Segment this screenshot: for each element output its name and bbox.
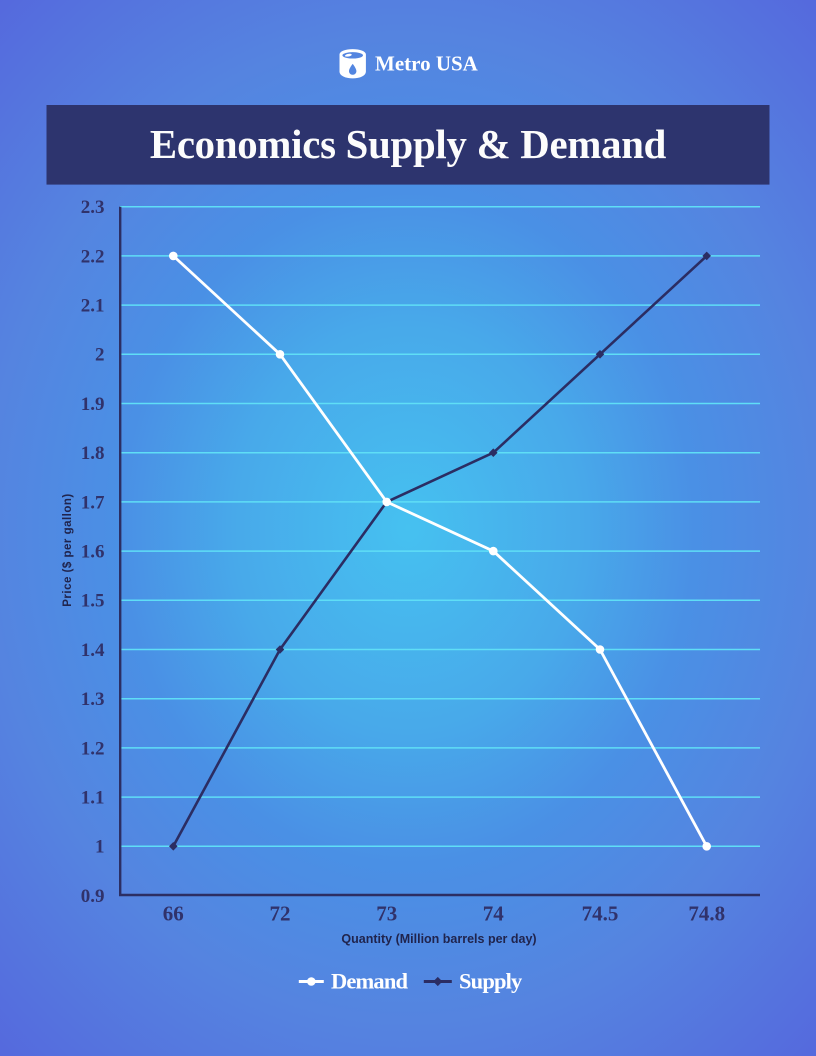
- svg-text:73: 73: [376, 902, 397, 926]
- svg-text:Demand: Demand: [331, 969, 408, 994]
- svg-text:1.3: 1.3: [81, 689, 105, 710]
- svg-text:1: 1: [95, 837, 105, 858]
- svg-text:2.3: 2.3: [81, 197, 105, 218]
- svg-text:0.9: 0.9: [81, 886, 105, 907]
- svg-text:72: 72: [270, 902, 291, 926]
- svg-text:2.1: 2.1: [81, 296, 105, 317]
- svg-text:Economics Supply & Demand: Economics Supply & Demand: [150, 122, 667, 167]
- svg-text:Quantity (Million barrels per: Quantity (Million barrels per day): [341, 932, 536, 946]
- svg-text:2.2: 2.2: [81, 246, 105, 267]
- svg-text:74.5: 74.5: [582, 902, 619, 926]
- svg-text:1.7: 1.7: [81, 492, 105, 513]
- svg-text:2: 2: [95, 345, 105, 366]
- svg-text:1.5: 1.5: [81, 591, 105, 612]
- svg-text:1.1: 1.1: [81, 788, 105, 809]
- svg-text:Price ($ per gallon): Price ($ per gallon): [62, 493, 74, 607]
- svg-text:1.4: 1.4: [81, 640, 105, 661]
- svg-text:74: 74: [483, 902, 505, 926]
- svg-text:1.8: 1.8: [81, 443, 105, 464]
- svg-text:1.6: 1.6: [81, 542, 105, 563]
- svg-text:74.8: 74.8: [688, 902, 725, 926]
- svg-text:Supply: Supply: [459, 969, 523, 994]
- svg-text:Metro USA: Metro USA: [375, 52, 479, 76]
- svg-text:66: 66: [163, 902, 184, 926]
- svg-text:1.2: 1.2: [81, 738, 105, 759]
- svg-text:1.9: 1.9: [81, 394, 105, 415]
